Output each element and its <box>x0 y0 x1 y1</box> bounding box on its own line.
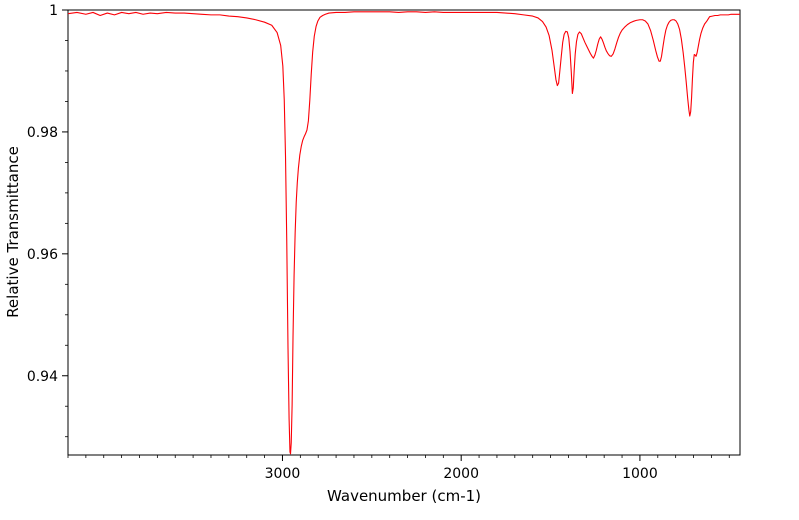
x-tick-label: 3000 <box>265 466 301 482</box>
x-axis: 3000 2000 1000 <box>67 455 730 482</box>
x-tick-label: 1000 <box>622 466 658 482</box>
y-axis: 1 0.98 0.96 0.94 <box>27 3 68 438</box>
y-tick-label: 0.94 <box>27 369 58 385</box>
x-tick-label: 2000 <box>443 466 479 482</box>
y-tick-label: 1 <box>49 3 58 19</box>
x-axis-label: Wavenumber (cm-1) <box>327 487 481 505</box>
spectrum-line <box>68 11 740 455</box>
y-axis-label: Relative Transmittance <box>4 146 22 318</box>
y-tick-label: 0.98 <box>27 125 58 141</box>
plot-area <box>68 11 740 455</box>
y-tick-label: 0.96 <box>27 247 58 263</box>
plot-frame <box>67 9 741 456</box>
